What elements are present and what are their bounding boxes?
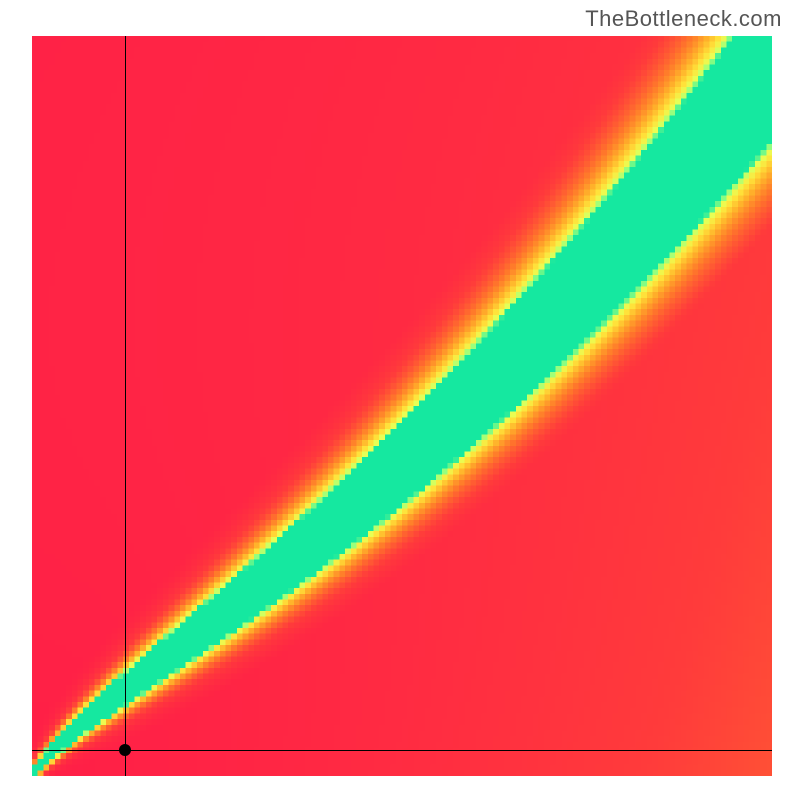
watermark-text: TheBottleneck.com — [585, 6, 782, 32]
bottleneck-heatmap — [32, 36, 772, 776]
data-point-marker — [119, 744, 131, 756]
y-axis-line — [125, 36, 126, 776]
chart-container: TheBottleneck.com — [0, 0, 800, 800]
x-axis-line — [32, 750, 772, 751]
